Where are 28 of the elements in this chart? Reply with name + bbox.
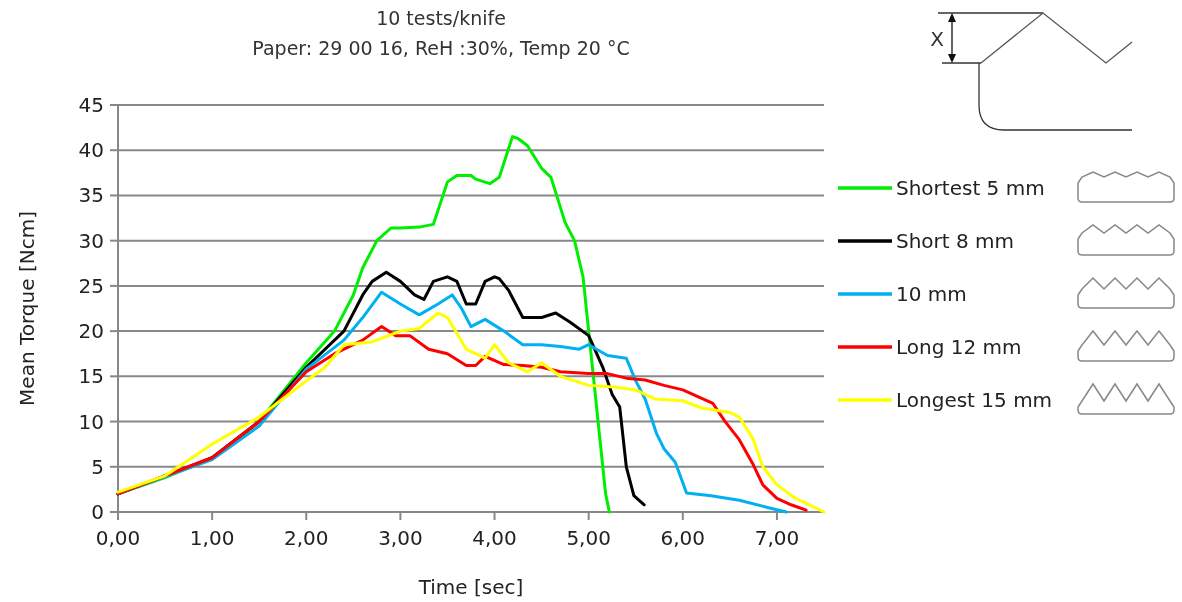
y-tick-label: 45 <box>78 93 104 117</box>
y-tick-label: 10 <box>78 409 104 434</box>
y-tick-label: 30 <box>78 228 104 253</box>
legend-label: Long 12 mm <box>896 335 1022 359</box>
x-tick-label: 5,00 <box>566 526 611 550</box>
x-tick-label: 0,00 <box>95 526 141 550</box>
x-tick-label: 4,00 <box>472 526 517 550</box>
y-tick-label: 35 <box>78 183 104 208</box>
y-tick-label: 5 <box>91 454 104 479</box>
x-tick-label: 6,00 <box>660 526 706 550</box>
x-axis-title: Time [sec] <box>417 575 524 599</box>
legend-label: Shortest 5 mm <box>896 176 1045 200</box>
legend-label: Short 8 mm <box>896 229 1015 253</box>
y-tick-label: 15 <box>78 364 104 389</box>
chart-title: 10 tests/knife <box>376 7 506 29</box>
y-tick-label: 40 <box>78 138 104 163</box>
legend-label: 10 mm <box>896 282 967 306</box>
x-tick-label: 7,00 <box>754 526 800 550</box>
text: X <box>930 27 945 51</box>
chart-subtitle: Paper: 29 00 16, ReH :30%, Temp 20 °C <box>252 37 630 59</box>
x-tick-label: 3,00 <box>378 526 423 550</box>
y-axis-title: Mean Torque [Ncm] <box>15 211 39 406</box>
y-tick-label: 20 <box>78 319 104 344</box>
x-tick-label: 1,00 <box>189 526 235 550</box>
y-tick-label: 25 <box>78 273 104 298</box>
x-tick-label: 2,00 <box>284 526 329 550</box>
legend-label: Longest 15 mm <box>896 388 1053 412</box>
y-tick-label: 0 <box>91 500 104 524</box>
